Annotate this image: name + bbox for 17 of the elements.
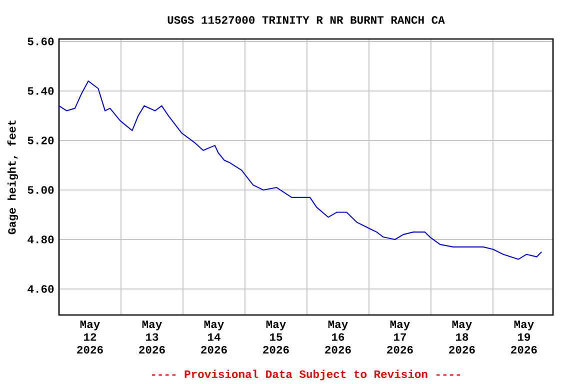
y-tick-label: 5.40: [28, 87, 54, 95]
y-axis-title: Gage height, feet: [7, 120, 18, 234]
x-tick-label: May 14 2026: [201, 320, 227, 354]
y-tick-label: 5.60: [28, 38, 54, 46]
x-tick-label: May 18 2026: [449, 320, 475, 354]
y-tick-label: 4.60: [28, 285, 54, 293]
text: ---- Provisional Data Subject to Revision ----: [152, 370, 460, 380]
y-tick-label: 5.20: [28, 136, 54, 144]
chart-title: USGS 11527000 TRINITY R NR BURNT RANCH CA: [168, 16, 445, 24]
x-tick-label: May 12 2026: [77, 320, 103, 354]
y-tick-label: 4.80: [28, 236, 54, 244]
x-tick-label: May 13 2026: [139, 320, 165, 354]
x-tick-label: May 16 2026: [325, 320, 351, 354]
x-tick-label: May 19 2026: [511, 320, 537, 354]
x-tick-label: May 17 2026: [387, 320, 413, 354]
y-tick-label: 5.00: [28, 186, 54, 194]
x-tick-label: May 15 2026: [263, 320, 289, 354]
